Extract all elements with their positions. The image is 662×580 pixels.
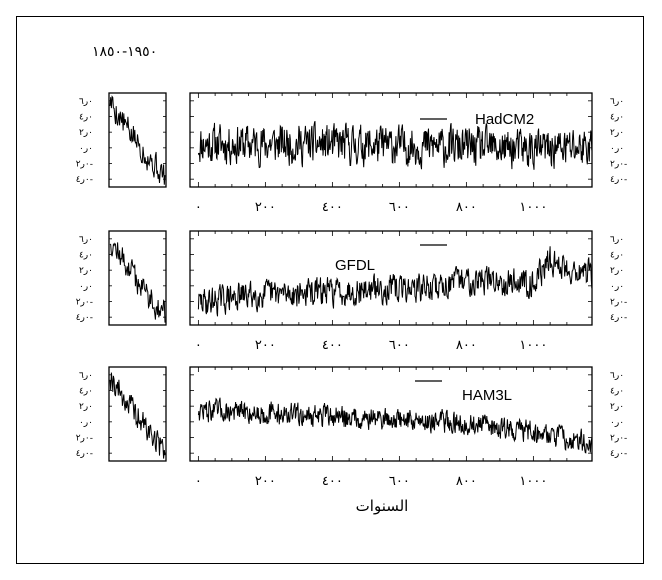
y-tick-label-left: ٠ر٢: [79, 402, 93, 412]
series-label-gfdl: GFDL: [335, 257, 375, 274]
x-axis-label: السنوات: [356, 497, 409, 515]
observed-series-line: [109, 372, 166, 459]
y-tick-label-right: ٠ر٢-: [610, 160, 627, 170]
y-tick-label-left: ٠ر٢: [79, 128, 93, 138]
chart-title: ١٩٥٠-١٨٥٠: [92, 44, 157, 60]
x-tick-label: ٠: [195, 338, 202, 353]
y-tick-label-left: ٠ر٤: [79, 113, 93, 123]
x-tick-label: ٨٠٠: [456, 474, 477, 489]
observed-box: [108, 92, 167, 188]
y-tick-label-right: ٠ر٤: [610, 387, 624, 397]
observed-box: [108, 366, 167, 462]
x-tick-label: ١٠٠٠: [519, 200, 547, 215]
y-tick-label-right: ٠ر٠: [610, 418, 624, 428]
figure-frame: [16, 16, 644, 564]
x-tick-label: ٠: [195, 474, 202, 489]
y-tick-label-right: ٠ر٢: [610, 266, 624, 276]
series-line-hadcm2: [197, 121, 593, 170]
panel-ham3l: ٠ر٦ ٠ر٦ ٠ر٤ ٠ر٤ ٠ر٢ ٠ر٢ ٠ر٠ ٠ر٠ ٠ر٢- ٠ر٢- ٠ر٤- ٠ر٤-…: [76, 366, 627, 489]
x-tick-label: ٢٠٠: [255, 200, 276, 215]
y-tick-label-right: ٠ر٢: [610, 402, 624, 412]
y-tick-label-right: ٠ر٦: [610, 235, 624, 245]
y-tick-label-right: ٠ر٤: [610, 113, 624, 123]
y-tick-label-right: ٠ر٦: [610, 371, 624, 381]
y-tick-label-left: ٠ر٢-: [76, 434, 93, 444]
y-tick-label-left: ٠ر٦: [79, 235, 93, 245]
series-label-ham3l: HAM3L: [462, 387, 512, 404]
y-tick-label-right: ٠ر٠: [610, 282, 624, 292]
x-tick-label: ٤٠٠: [322, 338, 343, 353]
x-tick-label: ٦٠٠: [389, 338, 410, 353]
y-tick-label-right: ٠ر٤: [610, 251, 624, 261]
observed-box: [108, 230, 167, 326]
y-tick-label-right: ٠ر٤-: [610, 313, 627, 323]
y-tick-label-right: ٠ر٢-: [610, 298, 627, 308]
y-tick-label-left: ٠ر٤-: [76, 175, 93, 185]
x-tick-label: ١٠٠٠: [519, 338, 547, 353]
panel-hadcm2: ٠ر٦ ٠ر٦ ٠ر٤ ٠ر٤ ٠ر٢ ٠ر٢ ٠ر٠ ٠ر٠ ٠ر٢- ٠ر٢- ٠ر٤- ٠ر٤-…: [76, 92, 627, 215]
x-tick-label: ٤٠٠: [322, 200, 343, 215]
x-tick-label: ٨٠٠: [456, 338, 477, 353]
y-tick-label-left: ٠ر٢-: [76, 298, 93, 308]
y-tick-label-left: ٠ر٦: [79, 97, 93, 107]
x-tick-label: ٨٠٠: [456, 200, 477, 215]
y-tick-label-left: ٠ر٤: [79, 387, 93, 397]
series-label-hadcm2: HadCM2: [475, 111, 534, 128]
y-tick-label-right: ٠ر٤-: [610, 449, 627, 459]
y-tick-label-right: ٠ر٠: [610, 144, 624, 154]
x-tick-label: ٦٠٠: [389, 474, 410, 489]
y-tick-label-left: ٠ر٤: [79, 251, 93, 261]
y-tick-label-left: ٠ر٠: [79, 282, 93, 292]
panels-group: ٠ر٦ ٠ر٦ ٠ر٤ ٠ر٤ ٠ر٢ ٠ر٢ ٠ر٠ ٠ر٠ ٠ر٢- ٠ر٢- ٠ر٤- ٠ر٤-…: [76, 92, 627, 489]
plot-box: [189, 92, 593, 188]
y-tick-label-right: ٠ر٤-: [610, 175, 627, 185]
x-tick-label: ١٠٠٠: [519, 474, 547, 489]
observed-series-line: [109, 242, 166, 323]
x-tick-label: ٤٠٠: [322, 474, 343, 489]
plot-box: [189, 366, 593, 462]
y-tick-label-left: ٠ر٤-: [76, 449, 93, 459]
y-tick-label-right: ٠ر٢-: [610, 434, 627, 444]
y-tick-label-left: ٠ر٠: [79, 418, 93, 428]
x-tick-label: ٢٠٠: [255, 474, 276, 489]
y-tick-label-left: ٠ر٤-: [76, 313, 93, 323]
y-tick-label-left: ٠ر٢: [79, 266, 93, 276]
series-line-gfdl: [197, 246, 593, 317]
observed-series-line: [109, 95, 166, 185]
y-tick-label-left: ٠ر٠: [79, 144, 93, 154]
y-tick-label-right: ٠ر٦: [610, 97, 624, 107]
series-line-ham3l: [197, 397, 593, 454]
panel-gfdl: ٠ر٦ ٠ر٦ ٠ر٤ ٠ر٤ ٠ر٢ ٠ر٢ ٠ر٠ ٠ر٠ ٠ر٢- ٠ر٢- ٠ر٤- ٠ر٤-…: [76, 230, 627, 353]
x-tick-label: ٦٠٠: [389, 200, 410, 215]
y-tick-label-left: ٠ر٢-: [76, 160, 93, 170]
y-tick-label-left: ٠ر٦: [79, 371, 93, 381]
y-tick-label-right: ٠ر٢: [610, 128, 624, 138]
x-tick-label: ٠: [195, 200, 202, 215]
x-tick-label: ٢٠٠: [255, 338, 276, 353]
plot-box: [189, 230, 593, 326]
